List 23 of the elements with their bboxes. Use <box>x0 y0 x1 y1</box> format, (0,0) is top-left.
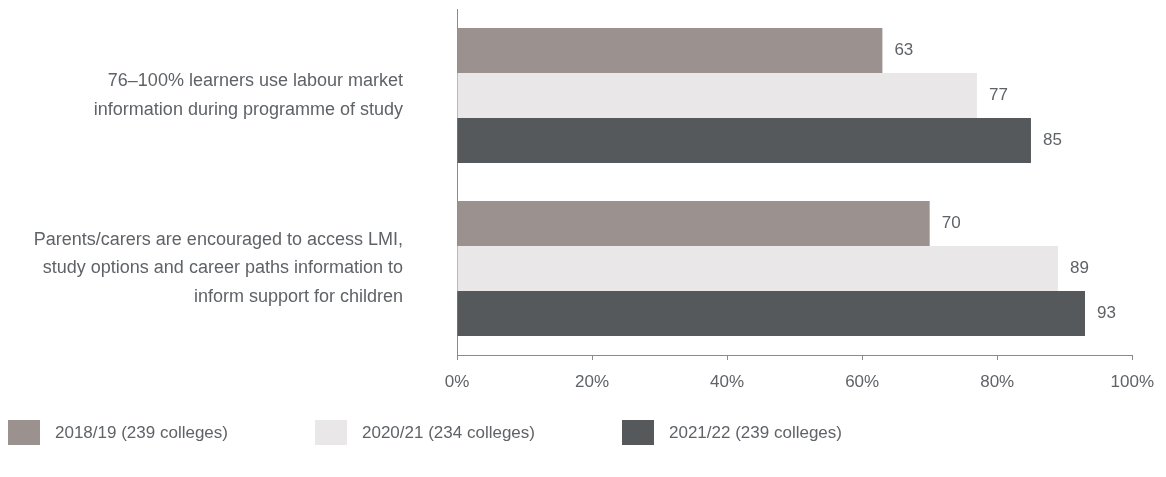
bar <box>457 28 883 74</box>
x-tick-label: 40% <box>710 371 745 391</box>
data-label: 70 <box>941 213 961 233</box>
bar <box>457 73 977 118</box>
y-tick-label: Parents/carers are encouraged to access LMI, study options and career paths information to inform support for children <box>33 228 403 307</box>
data-label: 77 <box>988 85 1008 105</box>
x-tick-label: 100% <box>1110 371 1154 391</box>
legend-label: 2020/21 (234 colleges) <box>362 422 535 443</box>
x-tick-label: 20% <box>575 371 610 391</box>
x-tick-label: 0% <box>444 371 470 391</box>
x-tick-label: 80% <box>980 371 1015 391</box>
bar <box>457 290 1085 336</box>
data-label: 85 <box>1042 130 1062 150</box>
bar <box>457 117 1031 163</box>
y-tick-label: 76–100% learners use labour market information during programme of study <box>93 70 403 119</box>
data-label: 93 <box>1096 303 1116 323</box>
legend-label: 2018/19 (239 colleges) <box>55 422 228 443</box>
x-tick-label: 60% <box>845 371 880 391</box>
bar <box>457 246 1058 291</box>
data-label: 63 <box>894 40 914 60</box>
data-label: 89 <box>1069 258 1089 278</box>
bar <box>457 201 930 247</box>
legend-label: 2021/22 (239 colleges) <box>669 422 842 443</box>
